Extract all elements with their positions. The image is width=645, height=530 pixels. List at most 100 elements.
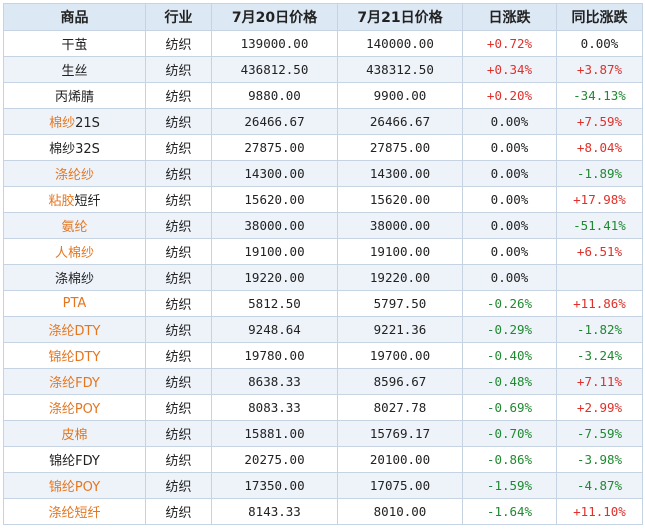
industry-cell: 纺织 — [145, 212, 212, 239]
product-link[interactable]: 涤纶DTY — [48, 324, 101, 339]
product-name: 生丝 — [61, 64, 88, 79]
product-link[interactable]: 氨纶 — [61, 220, 88, 235]
industry-cell: 纺织 — [145, 56, 212, 83]
price-0720-cell: 8143.33 — [211, 498, 338, 525]
table-row: 锦纶FDY 纺织 20275.00 20100.00 -0.86% -3.98% — [3, 446, 643, 473]
industry-cell: 纺织 — [145, 160, 212, 187]
table-row: 氨纶 纺织 38000.00 38000.00 0.00% -51.41% — [3, 212, 643, 239]
product-cell: 生丝 — [3, 56, 146, 83]
product-name: 涤棉纱 — [54, 272, 94, 287]
industry-cell: 纺织 — [145, 186, 212, 213]
product-cell: 锦纶POY — [3, 472, 146, 499]
yoy-change-cell: 0.00% — [556, 30, 643, 57]
yoy-change-cell: +6.51% — [556, 238, 643, 265]
industry-cell: 纺织 — [145, 316, 212, 343]
price-0721-cell: 17075.00 — [337, 472, 463, 499]
price-0721-cell: 438312.50 — [337, 56, 463, 83]
product-cell: 氨纶 — [3, 212, 146, 239]
yoy-change-cell: -34.13% — [556, 82, 643, 109]
header-product: 商品 — [3, 3, 146, 31]
daily-change-cell: -0.40% — [462, 342, 557, 369]
daily-change-cell: +0.72% — [462, 30, 557, 57]
table-row: 棉纱21S 纺织 26466.67 26466.67 0.00% +7.59% — [3, 108, 643, 135]
product-cell: 涤纶DTY — [3, 316, 146, 343]
product-name: 棉纱32S — [49, 142, 100, 157]
yoy-change-cell: +17.98% — [556, 186, 643, 213]
daily-change-cell: +0.20% — [462, 82, 557, 109]
price-0720-cell: 139000.00 — [211, 30, 338, 57]
product-link[interactable]: 涤纶POY — [48, 402, 101, 417]
industry-cell: 纺织 — [145, 134, 212, 161]
table-row: 涤纶POY 纺织 8083.33 8027.78 -0.69% +2.99% — [3, 394, 643, 421]
price-0720-cell: 15881.00 — [211, 420, 338, 447]
daily-change-cell: -1.59% — [462, 472, 557, 499]
price-0721-cell: 5797.50 — [337, 290, 463, 317]
price-0721-cell: 9900.00 — [337, 82, 463, 109]
header-yoy-change: 同比涨跌 — [556, 3, 643, 31]
industry-cell: 纺织 — [145, 108, 212, 135]
yoy-change-cell: -1.89% — [556, 160, 643, 187]
product-cell: 皮棉 — [3, 420, 146, 447]
product-cell: 涤纶POY — [3, 394, 146, 421]
product-link[interactable]: 涤纶纱 — [54, 168, 94, 183]
price-0720-cell: 38000.00 — [211, 212, 338, 239]
price-0720-cell: 19220.00 — [211, 264, 338, 291]
yoy-change-cell: -7.59% — [556, 420, 643, 447]
daily-change-cell: -1.64% — [462, 498, 557, 525]
table-row: 锦纶POY 纺织 17350.00 17075.00 -1.59% -4.87% — [3, 472, 643, 499]
yoy-change-cell: +2.99% — [556, 394, 643, 421]
product-name: 丙烯腈 — [54, 90, 94, 105]
industry-cell: 纺织 — [145, 368, 212, 395]
yoy-change-cell: +7.11% — [556, 368, 643, 395]
price-0721-cell: 19100.00 — [337, 238, 463, 265]
product-cell: 丙烯腈 — [3, 82, 146, 109]
table-row: 涤棉纱 纺织 19220.00 19220.00 0.00% — [3, 264, 643, 291]
daily-change-cell: 0.00% — [462, 212, 557, 239]
product-link[interactable]: 涤纶短纤 — [48, 506, 101, 521]
table-row: 涤纶纱 纺织 14300.00 14300.00 0.00% -1.89% — [3, 160, 643, 187]
price-table: 商品 行业 7月20日价格 7月21日价格 日涨跌 同比涨跌 干茧 纺织 13900… — [3, 3, 643, 525]
table-row: 皮棉 纺织 15881.00 15769.17 -0.70% -7.59% — [3, 420, 643, 447]
price-0720-cell: 27875.00 — [211, 134, 338, 161]
price-0720-cell: 8638.33 — [211, 368, 338, 395]
daily-change-cell: 0.00% — [462, 134, 557, 161]
daily-change-cell: -0.69% — [462, 394, 557, 421]
product-link[interactable]: 棉纱 — [49, 116, 76, 131]
product-link[interactable]: 涤纶FDY — [49, 376, 100, 391]
product-link[interactable]: 粘胶 — [48, 194, 75, 209]
price-0721-cell: 15620.00 — [337, 186, 463, 213]
product-link[interactable]: 锦纶DTY — [48, 350, 101, 365]
price-0720-cell: 17350.00 — [211, 472, 338, 499]
yoy-change-cell: +8.04% — [556, 134, 643, 161]
product-cell: 锦纶FDY — [3, 446, 146, 473]
price-0720-cell: 8083.33 — [211, 394, 338, 421]
price-0720-cell: 26466.67 — [211, 108, 338, 135]
product-cell: 人棉纱 — [3, 238, 146, 265]
product-cell: 棉纱21S — [3, 108, 146, 135]
product-link[interactable]: 锦纶POY — [48, 480, 101, 495]
daily-change-cell: 0.00% — [462, 160, 557, 187]
product-name: 锦纶FDY — [49, 454, 100, 469]
industry-cell: 纺织 — [145, 342, 212, 369]
product-link[interactable]: PTA — [62, 296, 87, 311]
header-price-0720: 7月20日价格 — [211, 3, 338, 31]
industry-cell: 纺织 — [145, 238, 212, 265]
daily-change-cell: -0.86% — [462, 446, 557, 473]
yoy-change-cell: -1.82% — [556, 316, 643, 343]
product-name: 短纤 — [74, 194, 101, 209]
product-name: 21S — [75, 116, 100, 131]
product-cell: 涤棉纱 — [3, 264, 146, 291]
table-row: 棉纱32S 纺织 27875.00 27875.00 0.00% +8.04% — [3, 134, 643, 161]
price-0721-cell: 20100.00 — [337, 446, 463, 473]
industry-cell: 纺织 — [145, 82, 212, 109]
product-name: 干茧 — [61, 38, 88, 53]
industry-cell: 纺织 — [145, 394, 212, 421]
product-link[interactable]: 皮棉 — [61, 428, 88, 443]
yoy-change-cell — [556, 264, 643, 291]
table-row: 干茧 纺织 139000.00 140000.00 +0.72% 0.00% — [3, 30, 643, 57]
price-0721-cell: 8596.67 — [337, 368, 463, 395]
daily-change-cell: +0.34% — [462, 56, 557, 83]
product-cell: 涤纶短纤 — [3, 498, 146, 525]
product-link[interactable]: 人棉纱 — [54, 246, 94, 261]
price-0720-cell: 20275.00 — [211, 446, 338, 473]
